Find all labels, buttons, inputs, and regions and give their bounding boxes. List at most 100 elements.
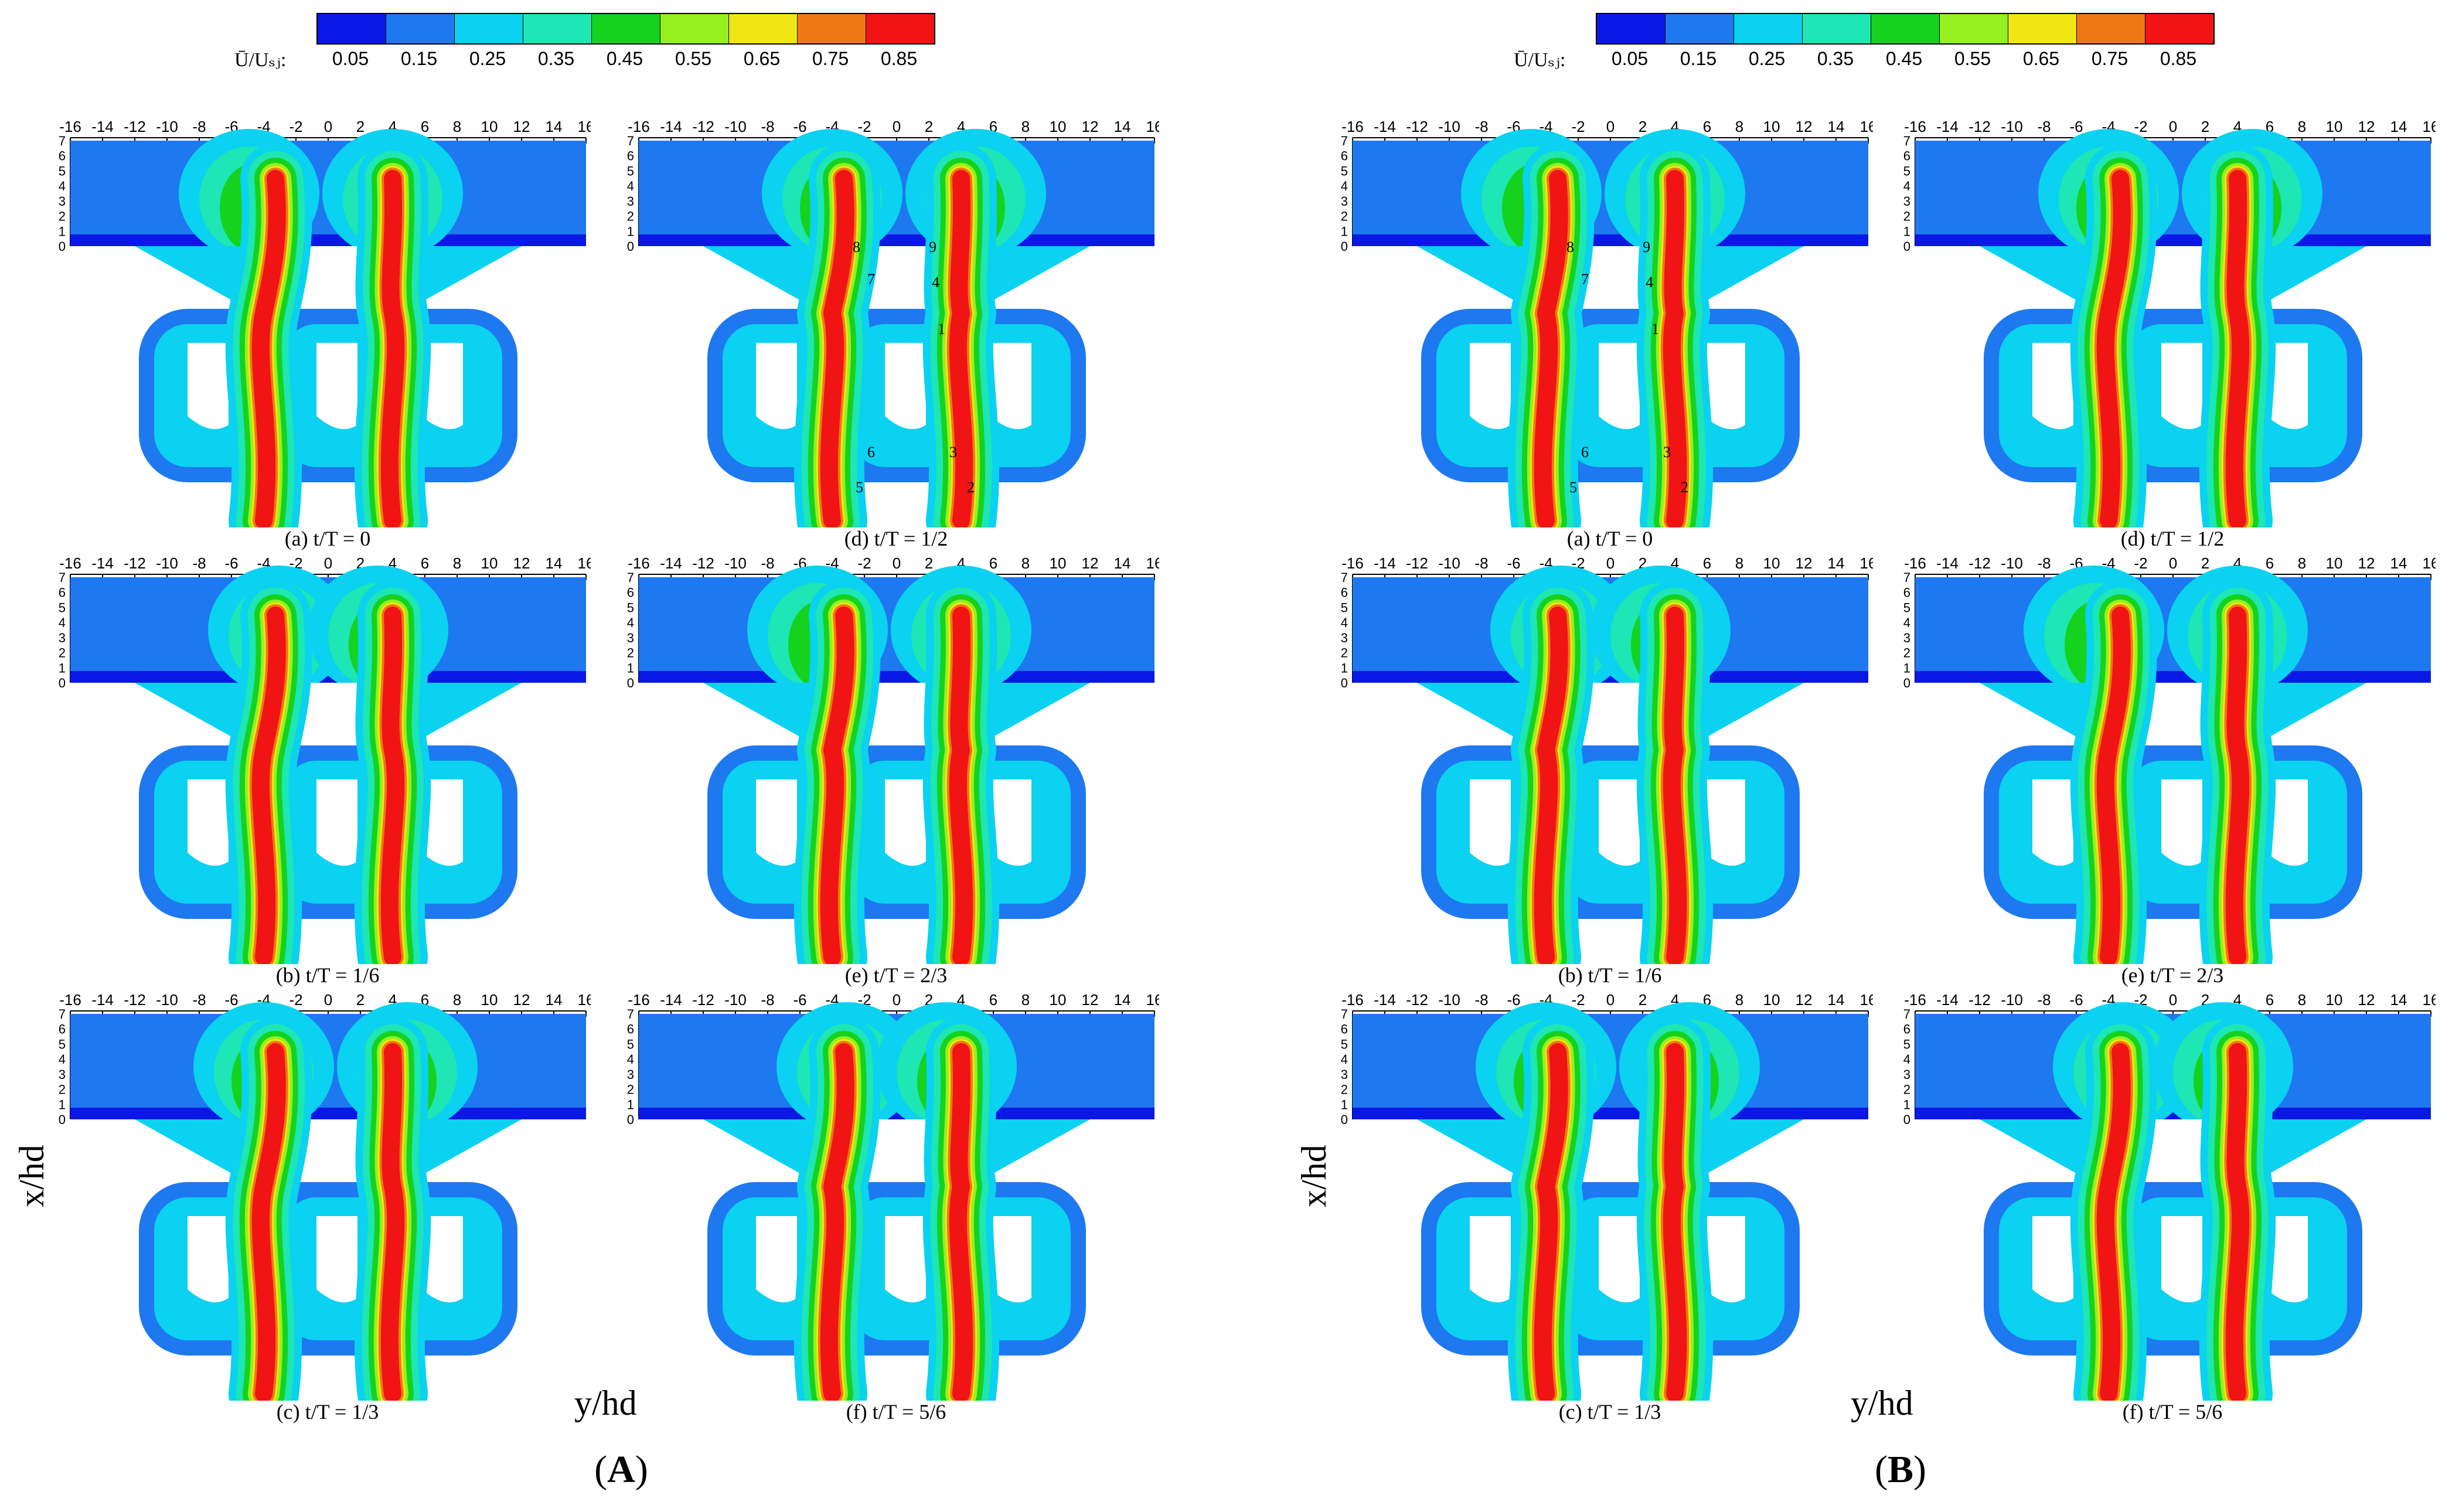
jet-contour	[820, 170, 854, 527]
y-tick-label: -2	[1571, 118, 1585, 135]
y-tick-label: -2	[857, 118, 871, 135]
y-tick-label: -10	[2001, 991, 2023, 1009]
outlet-low-band	[70, 671, 586, 683]
y-tick-label: 2	[2201, 118, 2209, 135]
y-tick-label: -14	[1936, 118, 1959, 135]
y-tick-label: -10	[156, 991, 178, 1009]
y-tick-label: 14	[546, 118, 563, 135]
outlet-low-band	[1915, 671, 2431, 683]
jet-contour	[1663, 1043, 1687, 1401]
colorbar-swatch	[386, 14, 455, 43]
x-tick-label: 0	[1341, 1112, 1348, 1127]
y-tick-label: -16	[628, 118, 650, 135]
y-tick-label: 10	[1763, 554, 1780, 572]
x-tick-label: 5	[59, 1037, 66, 1051]
y-tick-label: -16	[628, 991, 650, 1009]
feedback-island	[756, 343, 797, 430]
x-tick-label: 6	[1341, 585, 1348, 600]
feedback-island	[2161, 343, 2202, 430]
jet-contour	[1534, 607, 1568, 964]
y-tick-label: -16	[628, 554, 650, 572]
y-tick-label: 8	[1735, 991, 1743, 1009]
y-tick-label: -14	[1374, 554, 1396, 572]
y-tick-label: 0	[2169, 118, 2177, 135]
y-tick-label: -12	[1968, 118, 1991, 135]
y-tick-label: 2	[925, 554, 933, 572]
outlet-low-band	[639, 671, 1154, 683]
jet-contour	[380, 607, 405, 964]
y-tick-label: -6	[2069, 991, 2083, 1009]
y-tick-label: -16	[1341, 118, 1364, 135]
y-tick-label: 6	[1703, 118, 1711, 135]
x-tick-label: 2	[59, 646, 66, 660]
y-tick-label: 0	[1606, 554, 1615, 572]
outlet-low-band	[639, 1108, 1154, 1119]
panel-caption: (c) t/T = 1/3	[276, 1400, 379, 1424]
colorbar-tick-label: 0.55	[1954, 48, 1991, 69]
y-tick-label: -6	[224, 991, 238, 1009]
colorbar-tick-label: 0.85	[880, 48, 918, 69]
x-tick-label: 2	[627, 646, 634, 660]
y-tick-label: 6	[989, 991, 997, 1009]
y-tick-label: 10	[1763, 118, 1780, 135]
x-tick-label: 4	[1341, 1052, 1348, 1067]
x-tick-label: 6	[59, 585, 66, 600]
y-tick-label: 10	[1050, 554, 1067, 572]
outlet-low-band	[639, 234, 1154, 246]
y-tick-label: -14	[1936, 554, 1959, 572]
feedback-island	[316, 343, 357, 430]
jet-contour	[251, 170, 286, 527]
y-tick-label: 12	[513, 991, 530, 1009]
y-tick-label: 16	[578, 118, 591, 135]
x-axis-title: x/hd	[1295, 1145, 1333, 1207]
x-tick-label: 3	[627, 194, 634, 209]
colorbar-swatch	[2145, 14, 2213, 43]
y-tick-label: -2	[1571, 991, 1585, 1009]
point-label: 6	[867, 444, 875, 461]
y-tick-label: 0	[1606, 118, 1615, 135]
panel: -16 -14 -12 -10 -8 -6 -4 -2 0 2 4 6 8 10 12 14 16 7 6 5 4 3 2 1…	[609, 979, 1159, 1424]
y-tick-label: -16	[59, 118, 81, 135]
y-tick-label: 14	[1114, 991, 1131, 1009]
feedback-island	[316, 779, 357, 866]
feedback-island	[422, 779, 463, 866]
feedback-island	[990, 343, 1031, 430]
x-tick-label: 7	[1903, 1007, 1910, 1021]
jet-contour	[2225, 1043, 2250, 1401]
colorbar-tick-label: 0.15	[1680, 48, 1717, 69]
outlet-low-band	[1915, 1108, 2431, 1119]
y-tick-label: -10	[1438, 554, 1460, 572]
panel-caption: (f) t/T = 5/6	[2122, 1400, 2223, 1424]
colorbar-swatch	[798, 14, 866, 43]
outlet-low-band	[1353, 234, 1868, 246]
point-label: 4	[932, 274, 939, 291]
jet-contour	[949, 1043, 973, 1401]
y-tick-label: 0	[1606, 991, 1615, 1009]
panel: -16 -14 -12 -10 -8 -6 -4 -2 0 2 4 6 8 10 12 14 16 7 6 5 4 3 2 1…	[1323, 979, 1873, 1424]
feedback-island	[756, 779, 797, 866]
outlet-low-band	[70, 1108, 586, 1119]
y-tick-label: 10	[1763, 991, 1780, 1009]
y-tick-label: -12	[124, 118, 146, 135]
feedback-island	[422, 343, 463, 430]
point-label: 7	[1581, 271, 1589, 288]
x-tick-label: 6	[627, 585, 634, 600]
y-tick-label: -8	[2037, 991, 2051, 1009]
x-tick-label: 0	[1903, 1112, 1910, 1127]
feedback-island	[1704, 1216, 1745, 1303]
y-tick-label: 8	[2298, 554, 2306, 572]
feedback-island	[2267, 779, 2308, 866]
y-tick-label: 12	[513, 554, 530, 572]
x-tick-label: 7	[627, 134, 634, 148]
y-tick-label: 10	[481, 991, 498, 1009]
point-label: 8	[853, 239, 860, 256]
feedback-island	[188, 343, 229, 430]
y-tick-label: -14	[91, 991, 114, 1009]
y-tick-label: 14	[1828, 991, 1845, 1009]
y-tick-label: -16	[59, 554, 81, 572]
y-tick-label: 0	[893, 991, 901, 1009]
panel: -16 -14 -12 -10 -8 -6 -4 -2 0 2 4 6 8 10 12 14 16 7 6 5 4 3 2 1…	[1886, 542, 2436, 987]
feedback-island	[1704, 343, 1745, 430]
contour-plot: -16 -14 -12 -10 -8 -6 -4 -2 0 2 4 6 8 10 12 14 167654321…	[59, 554, 591, 964]
panel: -16 -14 -12 -10 -8 -6 -4 -2 0 2 4 6 8 10 12 14 16 7 6 5 4 3 2 1…	[41, 105, 591, 550]
